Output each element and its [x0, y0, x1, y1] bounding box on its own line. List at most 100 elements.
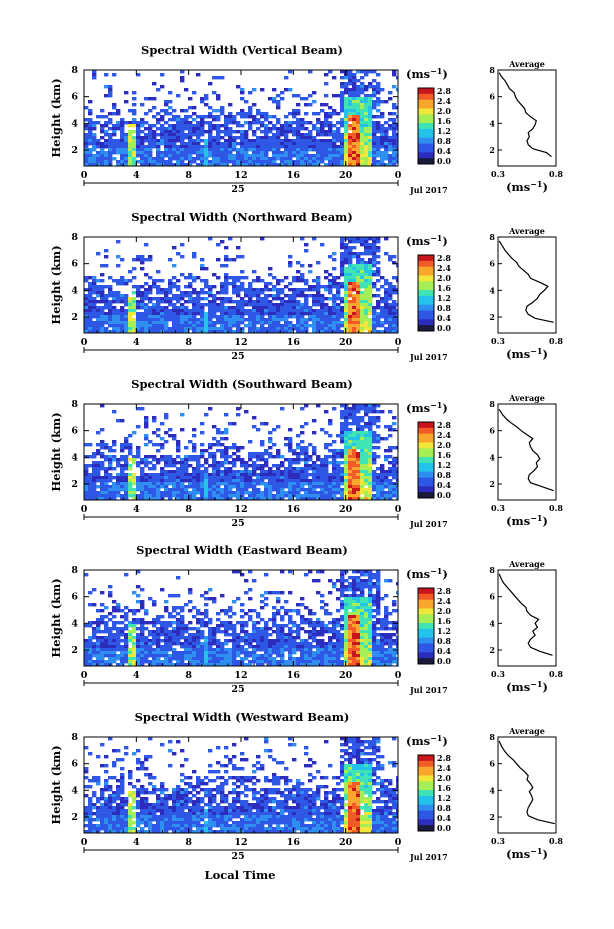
heatmap-cell: [108, 148, 113, 152]
heatmap-cell: [384, 133, 389, 137]
heatmap-cell: [364, 285, 369, 289]
heatmap-cell: [288, 145, 293, 149]
heatmap-cell: [376, 312, 381, 316]
heatmap-cell: [340, 154, 345, 158]
heatmap-cell: [168, 428, 173, 432]
heatmap-cell: [160, 446, 165, 450]
heatmap-cell: [320, 109, 325, 113]
heatmap-cell: [204, 279, 209, 283]
heatmap-cell: [352, 440, 357, 444]
heatmap-cell: [296, 127, 301, 131]
heatmap-cell: [96, 630, 101, 634]
heatmap-cell: [176, 576, 181, 580]
heatmap-cell: [336, 148, 341, 152]
heatmap-cell: [328, 443, 333, 447]
heatmap-cell: [264, 139, 269, 143]
heatmap-cell: [244, 115, 249, 119]
heatmap-cell: [396, 279, 398, 283]
heatmap-cell: [376, 240, 381, 244]
heatmap-cell: [344, 249, 349, 253]
heatmap-cell: [112, 600, 117, 604]
heatmap-cell: [96, 279, 101, 283]
heatmap-cell: [300, 145, 305, 149]
heatmap-cell: [304, 294, 309, 298]
heatmap-cell: [328, 291, 333, 295]
heatmap-cell: [296, 121, 301, 125]
heatmap-cell: [296, 154, 301, 158]
heatmap-cell: [128, 648, 133, 652]
heatmap-cell: [212, 109, 217, 113]
heatmap-cell: [336, 139, 341, 143]
heatmap-cell: [136, 327, 141, 331]
heatmap-cell: [260, 157, 265, 161]
heatmap-cell: [96, 294, 101, 298]
heatmap-cell: [128, 270, 133, 274]
heatmap-cell: [180, 142, 185, 146]
heatmap-cell: [124, 157, 129, 161]
heatmap-cell: [380, 285, 385, 289]
heatmap-plot: [83, 569, 399, 667]
heatmap-cell: [276, 100, 281, 104]
heatmap-cell: [224, 130, 229, 134]
heatmap-cell: [108, 112, 113, 116]
heatmap-cell: [108, 642, 113, 646]
heatmap-cell: [216, 440, 221, 444]
heatmap-cell: [320, 491, 325, 495]
heatmap-cell: [296, 476, 301, 480]
heatmap-cell: [392, 461, 397, 465]
heatmap-cell: [88, 645, 93, 649]
heatmap-cell: [360, 425, 365, 429]
heatmap-cell: [96, 309, 101, 313]
heatmap-cell: [352, 142, 357, 146]
beam-panel: Spectral Width (Southward Beam)2468Heigh…: [49, 377, 563, 529]
heatmap-cell: [164, 413, 169, 417]
heatmap-cell: [356, 79, 361, 83]
unit-text: (ms: [406, 234, 430, 248]
heatmap-cell: [156, 142, 161, 146]
heatmap-cell: [204, 648, 209, 652]
heatmap-cell: [88, 494, 93, 498]
heatmap-cell: [360, 443, 365, 447]
heatmap-cell: [180, 297, 185, 301]
heatmap-cell: [316, 121, 321, 125]
heatmap-cell: [244, 482, 249, 486]
heatmap-cell: [360, 145, 365, 149]
heatmap-cell: [336, 291, 341, 295]
heatmap-cell: [296, 494, 301, 498]
heatmap-cell: [372, 285, 377, 289]
heatmap-cell: [220, 264, 225, 268]
heatmap-cell: [92, 330, 97, 333]
heatmap-cell: [144, 160, 149, 164]
heatmap-cell: [368, 142, 373, 146]
heatmap-cell: [392, 470, 397, 474]
heatmap-cell: [360, 148, 365, 152]
heatmap-cell: [348, 309, 353, 313]
heatmap-cell: [340, 103, 345, 107]
heatmap-cell: [152, 458, 157, 462]
heatmap-cell: [340, 425, 345, 429]
heatmap-cell: [164, 476, 169, 480]
heatmap-cell: [88, 464, 93, 468]
heatmap-cell: [132, 479, 137, 483]
heatmap-cell: [104, 154, 109, 158]
heatmap-cell: [292, 452, 297, 456]
heatmap-cell: [188, 157, 193, 161]
heatmap-cell: [324, 324, 329, 328]
heatmap-cell: [348, 88, 353, 92]
heatmap-cell: [216, 315, 221, 319]
heatmap-cell: [384, 151, 389, 155]
heatmap-cell: [156, 309, 161, 313]
heatmap-cell: [160, 160, 165, 164]
heatmap-cell: [364, 476, 369, 480]
colorbar-tick-label: 1.6: [437, 450, 451, 460]
heatmap-cell: [188, 139, 193, 143]
heatmap-cell: [160, 309, 165, 313]
heatmap-cell: [132, 476, 137, 480]
heatmap-cell: [88, 297, 93, 301]
heatmap-cell: [204, 148, 209, 152]
heatmap-cell: [164, 291, 169, 295]
heatmap-cell: [232, 476, 237, 480]
heatmap-cell: [360, 127, 365, 131]
heatmap-cell: [212, 455, 217, 459]
heatmap-cell: [164, 142, 169, 146]
